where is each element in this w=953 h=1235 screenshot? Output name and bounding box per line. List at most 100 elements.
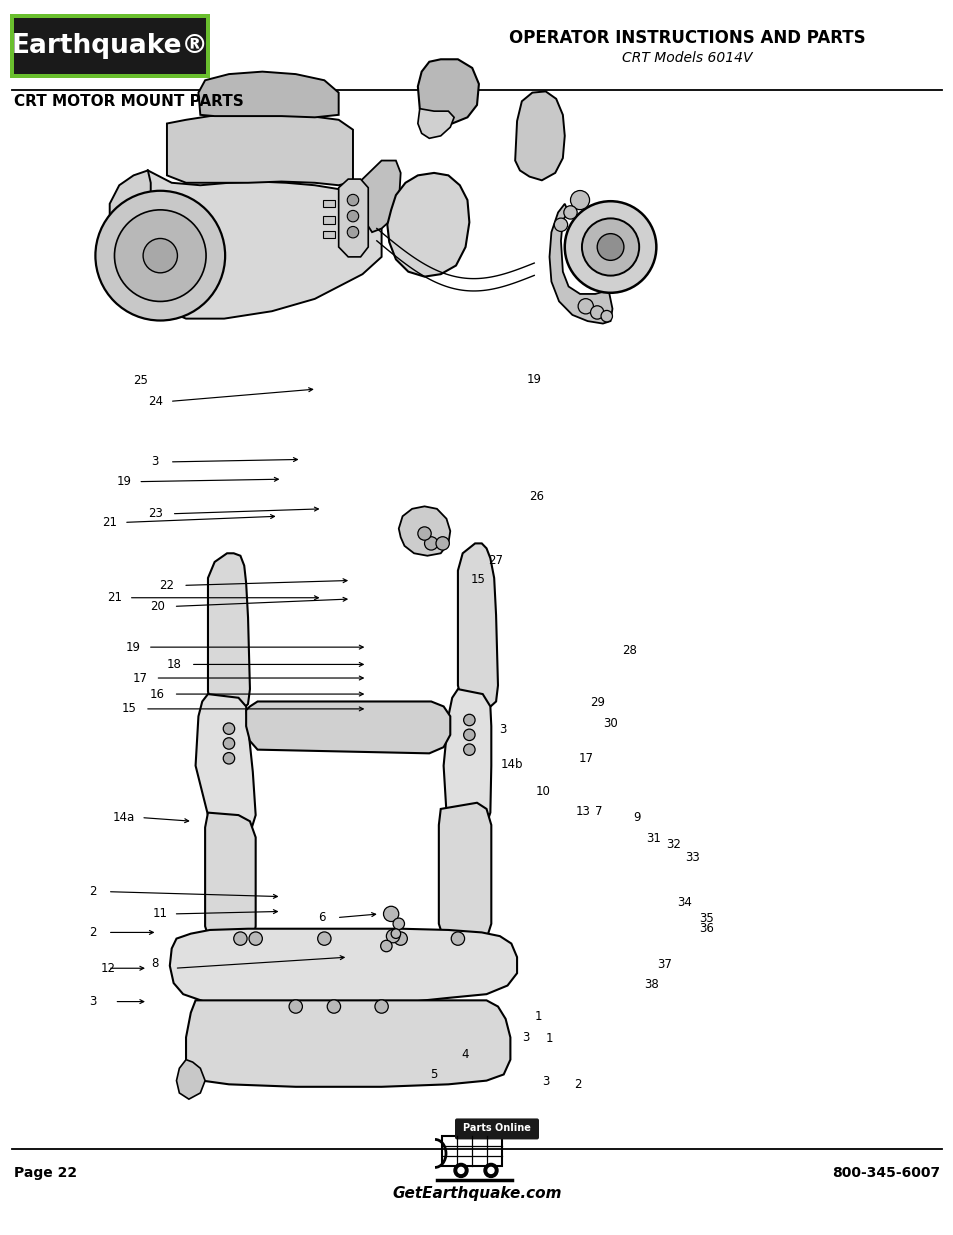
FancyBboxPatch shape xyxy=(455,1119,538,1140)
Circle shape xyxy=(347,194,358,206)
Text: 19: 19 xyxy=(526,373,541,385)
Circle shape xyxy=(114,210,206,301)
Text: 29: 29 xyxy=(589,697,604,709)
Text: 4: 4 xyxy=(461,1049,469,1061)
Text: 38: 38 xyxy=(643,978,659,990)
Polygon shape xyxy=(170,929,517,1007)
FancyBboxPatch shape xyxy=(14,19,206,74)
Text: 14a: 14a xyxy=(112,811,135,824)
Text: 28: 28 xyxy=(621,645,637,657)
Polygon shape xyxy=(323,231,335,238)
Polygon shape xyxy=(417,109,454,138)
Text: 34: 34 xyxy=(677,897,692,909)
Text: 3: 3 xyxy=(89,995,96,1008)
Text: OPERATOR INSTRUCTIONS AND PARTS: OPERATOR INSTRUCTIONS AND PARTS xyxy=(508,28,864,47)
Text: 3: 3 xyxy=(498,724,506,736)
Polygon shape xyxy=(148,170,381,319)
Text: 7: 7 xyxy=(595,805,602,818)
Circle shape xyxy=(391,929,400,939)
Text: 16: 16 xyxy=(150,688,165,700)
Circle shape xyxy=(223,737,234,750)
Text: 17: 17 xyxy=(578,752,593,764)
Polygon shape xyxy=(195,694,255,840)
Polygon shape xyxy=(443,689,491,837)
Text: 20: 20 xyxy=(150,600,165,613)
Text: 15: 15 xyxy=(470,573,485,585)
Polygon shape xyxy=(246,701,450,753)
Text: 1: 1 xyxy=(534,1010,541,1023)
Text: 37: 37 xyxy=(657,958,672,971)
Polygon shape xyxy=(323,200,335,207)
Circle shape xyxy=(394,932,407,945)
Polygon shape xyxy=(205,813,255,948)
Circle shape xyxy=(454,1163,468,1177)
Circle shape xyxy=(488,1167,494,1173)
Text: GetEarthquake.com: GetEarthquake.com xyxy=(392,1186,561,1200)
Text: 31: 31 xyxy=(645,832,660,845)
Text: 2: 2 xyxy=(89,926,96,939)
Text: 33: 33 xyxy=(684,851,700,863)
Circle shape xyxy=(600,310,612,322)
Circle shape xyxy=(249,932,262,945)
Polygon shape xyxy=(549,204,612,324)
Text: 800-345-6007: 800-345-6007 xyxy=(831,1166,939,1181)
Text: 9: 9 xyxy=(633,811,640,824)
Polygon shape xyxy=(353,161,400,232)
Circle shape xyxy=(386,930,399,942)
Text: 19: 19 xyxy=(116,475,132,488)
Polygon shape xyxy=(176,1060,205,1099)
Polygon shape xyxy=(110,170,152,299)
Text: CRT MOTOR MOUNT PARTS: CRT MOTOR MOUNT PARTS xyxy=(14,94,244,109)
Text: 25: 25 xyxy=(132,374,148,387)
Circle shape xyxy=(393,918,404,930)
Circle shape xyxy=(563,206,577,219)
Circle shape xyxy=(380,940,392,952)
Polygon shape xyxy=(167,115,353,185)
Circle shape xyxy=(463,743,475,756)
Text: 19: 19 xyxy=(126,641,141,653)
Text: 1: 1 xyxy=(545,1032,553,1045)
Circle shape xyxy=(424,537,437,550)
Circle shape xyxy=(233,932,247,945)
Text: 23: 23 xyxy=(148,508,163,520)
Polygon shape xyxy=(208,553,250,714)
Polygon shape xyxy=(387,173,469,277)
Text: CRT Models 6014V: CRT Models 6014V xyxy=(621,51,751,65)
Circle shape xyxy=(457,1167,463,1173)
Text: 12: 12 xyxy=(100,962,115,974)
Text: 36: 36 xyxy=(699,923,714,935)
Circle shape xyxy=(590,306,603,319)
Circle shape xyxy=(463,729,475,741)
Circle shape xyxy=(327,1000,340,1013)
Text: 18: 18 xyxy=(167,658,182,671)
Polygon shape xyxy=(198,72,338,117)
Text: 35: 35 xyxy=(699,913,714,925)
Text: 32: 32 xyxy=(665,839,680,851)
FancyBboxPatch shape xyxy=(10,14,210,78)
Circle shape xyxy=(554,219,567,231)
Circle shape xyxy=(436,537,449,550)
Text: 24: 24 xyxy=(148,395,163,408)
Circle shape xyxy=(483,1163,497,1177)
FancyBboxPatch shape xyxy=(441,1136,501,1166)
Circle shape xyxy=(143,238,177,273)
Text: Page 22: Page 22 xyxy=(14,1166,77,1181)
Circle shape xyxy=(317,932,331,945)
Text: 2: 2 xyxy=(574,1078,581,1091)
Text: 30: 30 xyxy=(602,718,618,730)
Circle shape xyxy=(564,201,656,293)
Text: 10: 10 xyxy=(535,785,550,798)
Circle shape xyxy=(375,1000,388,1013)
Polygon shape xyxy=(323,216,335,224)
Circle shape xyxy=(417,527,431,540)
Circle shape xyxy=(597,233,623,261)
Circle shape xyxy=(289,1000,302,1013)
Text: 26: 26 xyxy=(528,490,543,503)
Circle shape xyxy=(578,299,593,314)
Text: 22: 22 xyxy=(159,579,174,592)
Text: 17: 17 xyxy=(132,672,148,684)
Text: 21: 21 xyxy=(102,516,117,529)
Polygon shape xyxy=(338,179,368,257)
Polygon shape xyxy=(398,506,450,556)
Circle shape xyxy=(347,210,358,222)
